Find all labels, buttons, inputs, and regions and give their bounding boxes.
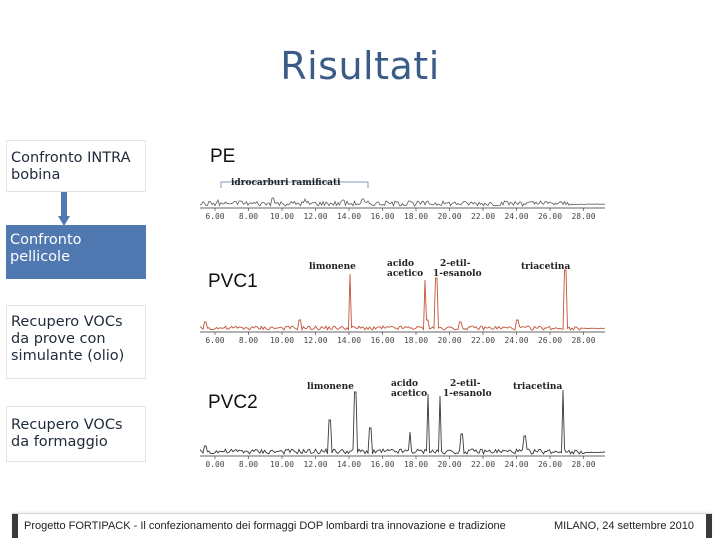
axis-tick-label: 18.00 — [404, 336, 428, 345]
axis-tick-label: 16.00 — [370, 212, 394, 221]
pvc2-peak-etil1: 2-etil- — [450, 379, 481, 389]
pe-ticks: 6.00 8.00 10.00 12.00 14.00 16.00 18.00 20.00 22… — [205, 208, 596, 221]
axis-tick-label: 14.00 — [337, 336, 361, 345]
footer-bar: Progetto FORTIPACK - Il confezionamento … — [12, 513, 712, 538]
axis-tick-label: 26.00 — [538, 212, 562, 221]
pvc2-peak-acetico: acetico — [391, 389, 427, 399]
sidebar-item-formaggio[interactable]: Recupero VOCs da formaggio — [6, 406, 146, 462]
axis-tick-label: 8.00 — [239, 460, 258, 468]
sidebar-item-intra-bobina[interactable]: Confronto INTRA bobina — [6, 140, 146, 192]
pvc1-ticks: 6.00 8.00 10.00 12.00 14.00 16.00 18.00 20.00 22… — [205, 332, 596, 345]
axis-tick-label: 22.00 — [471, 460, 495, 468]
axis-tick-label: 16.00 — [370, 460, 394, 468]
footer-edge-left — [12, 514, 18, 538]
pvc2-ticks: 0.00 8.00 10.00 12.00 14.00 16.00 18.00 20.00 22… — [205, 456, 596, 468]
axis-tick-label: 26.00 — [538, 336, 562, 345]
axis-tick-label: 28.00 — [571, 460, 595, 468]
pe-trace — [199, 197, 606, 208]
pvc2-peak-limonene: limonene — [307, 382, 354, 392]
axis-tick-label: 28.00 — [571, 336, 595, 345]
axis-tick-label: 12.00 — [303, 336, 327, 345]
pvc2-peak-acido: acido — [391, 379, 418, 389]
footer-edge-right — [706, 514, 712, 538]
pvc1-label: PVC1 — [208, 271, 258, 292]
axis-tick-label: 14.00 — [337, 212, 361, 221]
axis-tick-label: 24.00 — [504, 460, 528, 468]
pe-bracket — [220, 181, 369, 188]
pvc2-peak-etil2: 1-esanolo — [443, 389, 492, 399]
axis-tick-label: 14.00 — [337, 460, 361, 468]
axis-tick-label: 0.00 — [205, 460, 224, 468]
axis-tick-label: 18.00 — [404, 212, 428, 221]
pvc1-chromatogram: limonene acido acetico 2-etil- 1-esanolo… — [199, 259, 606, 345]
axis-tick-label: 16.00 — [370, 336, 394, 345]
axis-tick-label: 22.00 — [471, 212, 495, 221]
axis-tick-label: 20.00 — [437, 460, 461, 468]
axis-tick-label: 20.00 — [437, 212, 461, 221]
axis-tick-label: 28.00 — [571, 212, 595, 221]
pvc1-peak-etil1: 2-etil- — [440, 259, 471, 269]
axis-tick-label: 6.00 — [205, 336, 224, 345]
axis-tick-label: 26.00 — [538, 460, 562, 468]
axis-tick-label: 20.00 — [437, 336, 461, 345]
pvc1-trace — [199, 269, 606, 332]
axis-tick-label: 6.00 — [205, 212, 224, 221]
axis-tick-label: 22.00 — [471, 336, 495, 345]
down-arrow-icon — [58, 192, 70, 226]
pvc1-peak-triacetina: triacetina — [521, 262, 570, 272]
sidebar-item-pellicole[interactable]: Confronto pellicole — [6, 225, 146, 279]
axis-tick-label: 24.00 — [504, 212, 528, 221]
pe-annotation: idrocarburi ramificati — [231, 178, 341, 188]
pvc1-peak-acetico: acetico — [387, 269, 423, 279]
pvc2-peak-triacetina: triacetina — [513, 382, 562, 392]
axis-tick-label: 24.00 — [504, 336, 528, 345]
pvc1-peak-acido: acido — [387, 259, 414, 269]
axis-tick-label: 8.00 — [239, 336, 258, 345]
axis-tick-label: 12.00 — [303, 460, 327, 468]
axis-tick-label: 8.00 — [239, 212, 258, 221]
pvc1-peak-limonene: limonene — [309, 262, 356, 272]
axis-tick-label: 10.00 — [270, 212, 294, 221]
footer-project-text: Progetto FORTIPACK - Il confezionamento … — [24, 520, 506, 532]
pvc1-peak-etil2: 1-esanolo — [433, 269, 482, 279]
axis-tick-label: 12.00 — [303, 212, 327, 221]
sidebar-item-simulante[interactable]: Recupero VOCs da prove con simulante (ol… — [6, 305, 146, 379]
pvc2-trace — [199, 389, 606, 456]
pe-label: PE — [210, 146, 236, 167]
axis-tick-label: 10.00 — [270, 336, 294, 345]
pe-chromatogram: idrocarburi ramificati 6.00 8.00 10.00 12.0… — [199, 178, 606, 221]
axis-tick-label: 10.00 — [270, 460, 294, 468]
axis-tick-label: 18.00 — [404, 460, 428, 468]
pvc2-chromatogram: limonene acido acetico 2-etil- 1-esanolo… — [199, 379, 606, 468]
footer-date-text: MILANO, 24 settembre 2010 — [553, 520, 694, 532]
pvc2-label: PVC2 — [208, 392, 258, 413]
slide-title: Risultati — [280, 44, 440, 88]
